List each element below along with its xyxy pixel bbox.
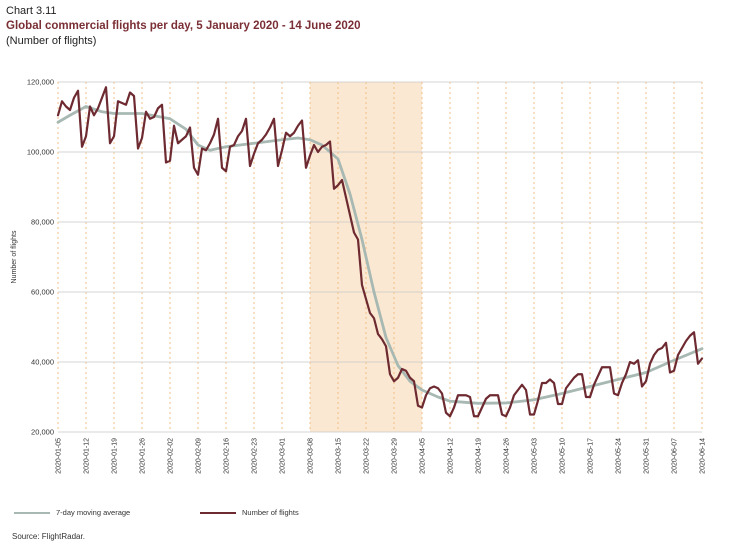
x-tick-label: 2020-03-08 (308, 438, 315, 474)
x-tick-label: 2020-02-16 (224, 438, 231, 474)
y-tick-label: 100,000 (27, 148, 54, 157)
x-tick-label: 2020-02-02 (168, 438, 175, 474)
legend-label-flights: Number of flights (242, 508, 299, 517)
grid-lines (57, 81, 703, 433)
x-tick-label: 2020-02-23 (252, 438, 259, 474)
y-tick-label: 80,000 (31, 218, 54, 227)
y-tick-label: 20,000 (31, 428, 54, 437)
x-tick-label: 2020-04-12 (448, 438, 455, 474)
x-tick-label: 2020-01-19 (112, 438, 119, 474)
source-note: Source: FlightRadar. (12, 532, 85, 541)
x-tick-label: 2020-05-03 (532, 438, 539, 474)
x-tick-label: 2020-03-15 (336, 438, 343, 474)
legend-label-moving-average: 7-day moving average (56, 508, 131, 517)
x-tick-label: 2020-01-12 (84, 438, 91, 474)
chart-subtitle: (Number of flights) (6, 35, 97, 47)
legend-item-moving-average: 7-day moving average (14, 508, 130, 517)
y-tick-label: 40,000 (31, 358, 54, 367)
x-tick-label: 2020-01-05 (56, 438, 63, 474)
series-line-flights (56, 86, 704, 418)
x-tick-label: 2020-04-26 (504, 438, 511, 474)
x-tick-label: 2020-03-29 (392, 438, 399, 474)
x-axis: 2020-01-05 2020-01-12 2020-01-19 2020-01-26… (56, 438, 707, 474)
x-tick-label: 2020-03-01 (280, 438, 287, 474)
x-tick-label: 2020-04-19 (476, 438, 483, 474)
series-group (56, 86, 704, 418)
x-tick-label: 2020-06-07 (672, 438, 679, 474)
y-axis: 20,000 40,000 60,000 80,000 100,000 120,000 (27, 78, 54, 437)
x-tick-label: 2020-02-09 (196, 438, 203, 474)
x-tick-label: 2020-04-05 (420, 438, 427, 474)
chart-header: Chart 3.11 Global commercial flights per… (6, 4, 361, 49)
x-tick-label: 2020-05-31 (644, 438, 651, 474)
x-tick-label: 2020-01-26 (140, 438, 147, 474)
x-tick-label: 2020-05-17 (588, 438, 595, 474)
chart-label: Chart 3.11 (6, 5, 57, 17)
legend-swatch-moving-average (14, 511, 50, 515)
x-tick-label: 2020-05-24 (616, 438, 623, 474)
series-line-moving-average (56, 105, 704, 405)
x-tick-label: 2020-05-10 (560, 438, 567, 474)
chart-title: Global commercial flights per day, 5 Jan… (6, 20, 361, 32)
x-tick-label: 2020-03-22 (364, 438, 371, 474)
line-chart: 20,000 40,000 60,000 80,000 100,000 120,000 2… (11, 78, 707, 474)
y-tick-label: 120,000 (27, 78, 54, 87)
y-axis-label: Number of flights (11, 230, 18, 283)
y-tick-label: 60,000 (31, 288, 54, 297)
legend-swatch-flights (200, 511, 236, 515)
legend-item-flights: Number of flights (200, 508, 299, 517)
x-tick-label: 2020-06-14 (700, 438, 707, 474)
